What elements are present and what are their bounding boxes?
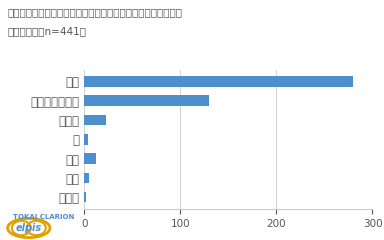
Bar bbox=[84, 173, 89, 183]
Bar bbox=[84, 134, 88, 144]
Bar bbox=[84, 114, 106, 125]
Bar bbox=[84, 153, 96, 164]
Text: 』はい『と答えた方に質問です。事故の危険を感じた対象者は: 』はい『と答えた方に質問です。事故の危険を感じた対象者は bbox=[8, 7, 183, 17]
Bar bbox=[84, 95, 209, 106]
Text: elpis: elpis bbox=[16, 223, 42, 233]
Text: TOKAI CLARION: TOKAI CLARION bbox=[13, 214, 75, 220]
Bar bbox=[84, 76, 353, 87]
Bar bbox=[84, 192, 86, 203]
Text: 誰ですか？（n=441）: 誰ですか？（n=441） bbox=[8, 26, 87, 36]
